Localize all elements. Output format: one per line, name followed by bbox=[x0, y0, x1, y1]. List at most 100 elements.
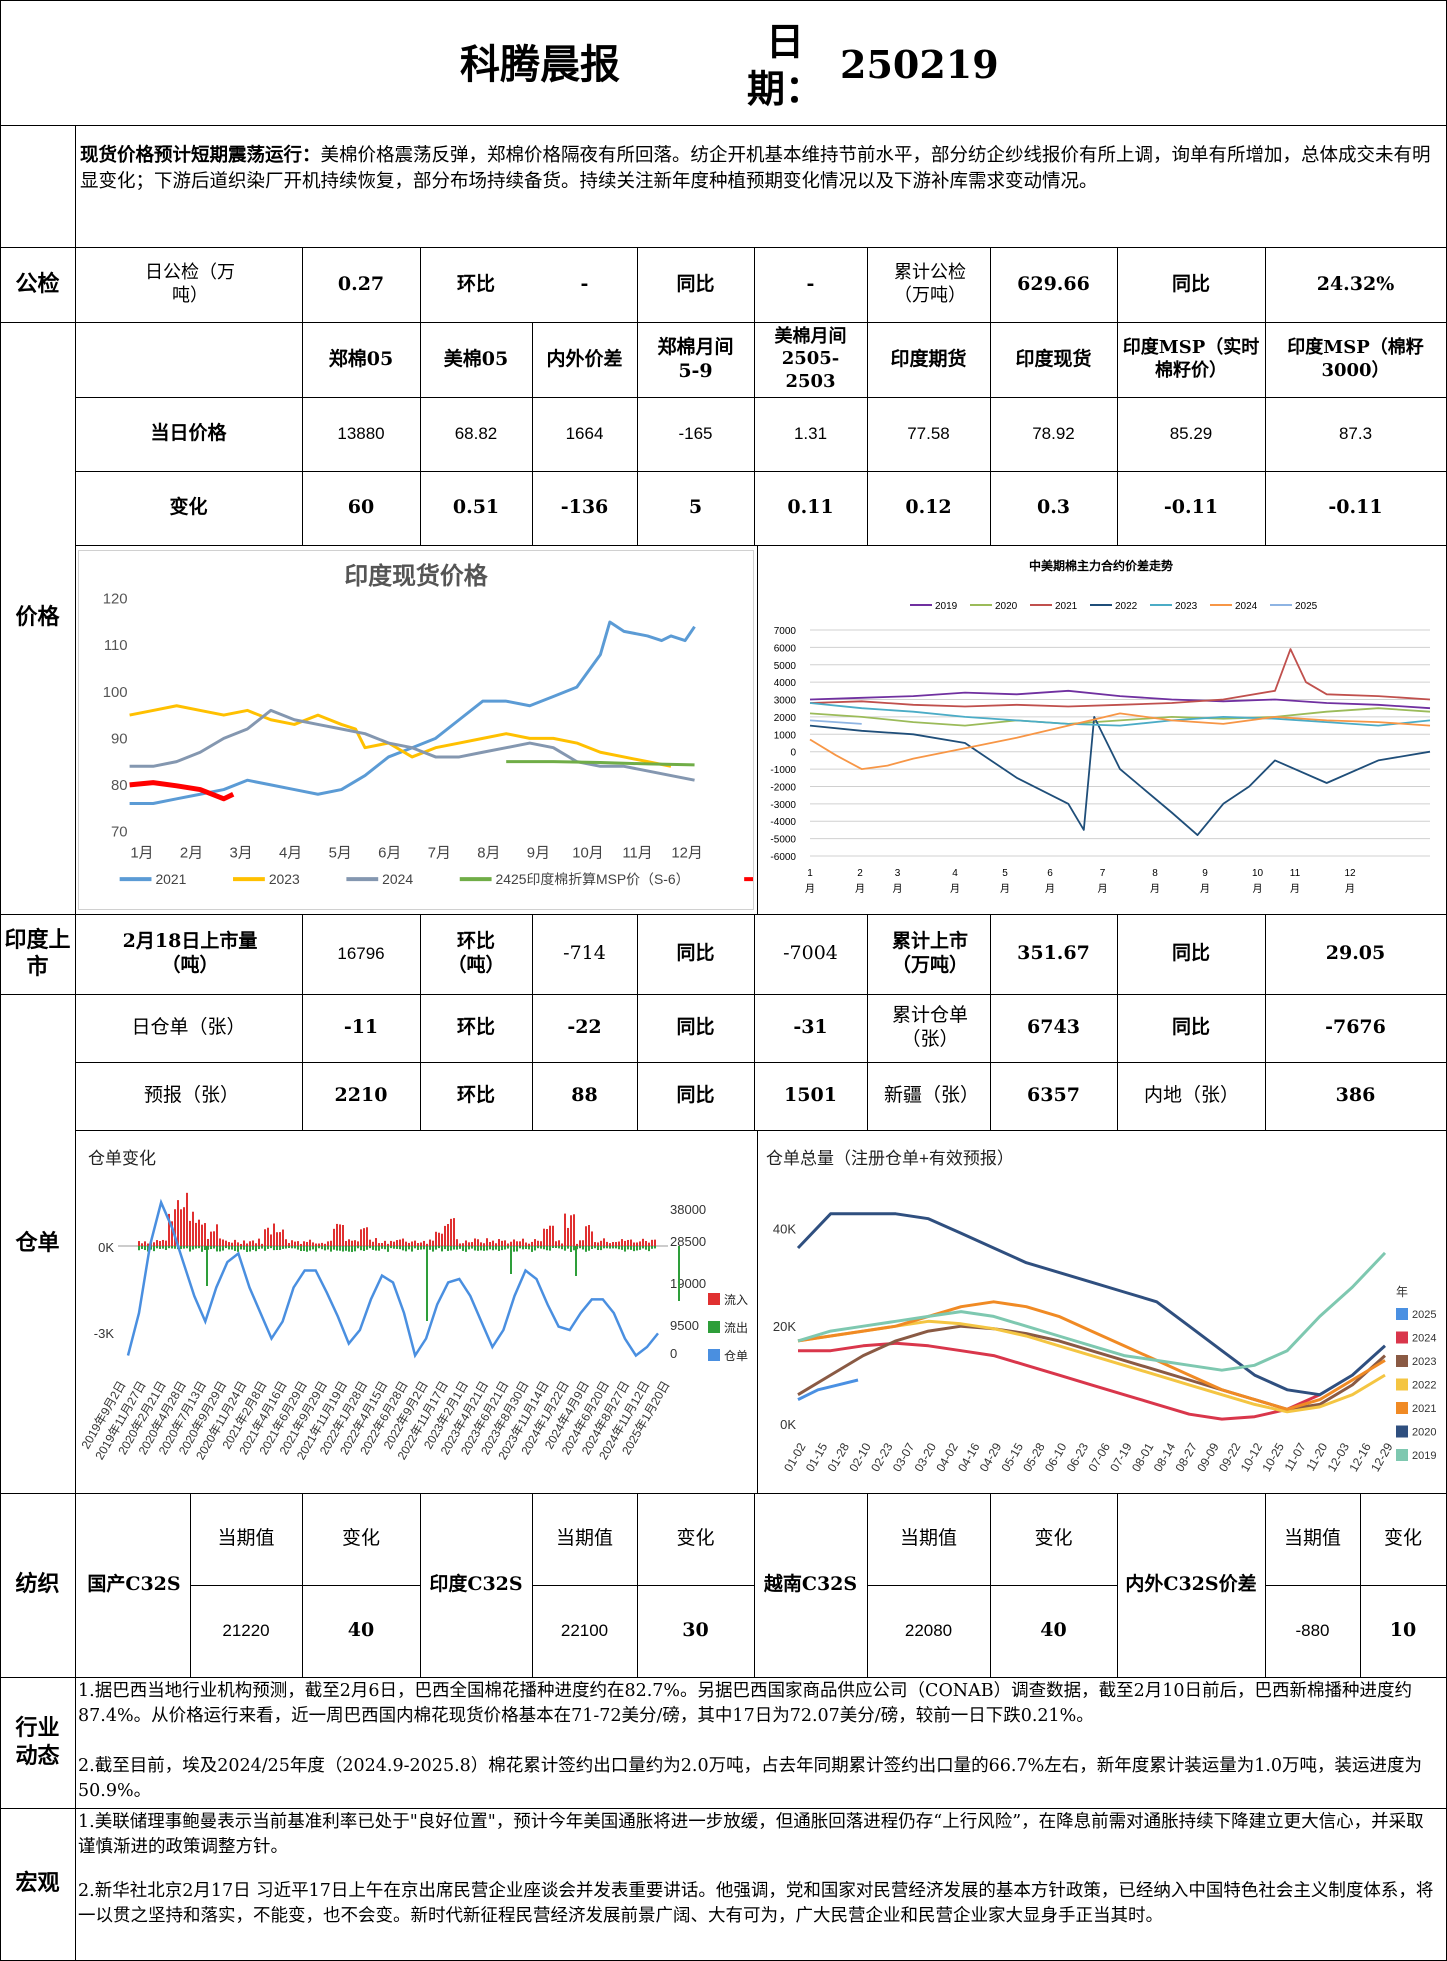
series-line-2425印度棉折算MSP价（S-6） bbox=[506, 760, 695, 767]
inspection-mom-label: 环比 bbox=[456, 272, 495, 295]
outflow-bar bbox=[447, 1246, 449, 1251]
outflow-bar bbox=[321, 1246, 323, 1250]
india-market-yoy-label: 同比 bbox=[676, 942, 715, 965]
inflow-bar bbox=[327, 1241, 329, 1246]
warehouse-yoy-label: 同比 bbox=[676, 1016, 715, 1039]
outflow-bar bbox=[477, 1246, 479, 1251]
inflow-bar bbox=[567, 1227, 569, 1246]
outflow-bar bbox=[372, 1246, 374, 1250]
inflow-bar bbox=[276, 1232, 278, 1246]
series-line-2021 bbox=[797, 1300, 1386, 1411]
x-tick-unit: 月 bbox=[1200, 883, 1210, 895]
y-tick-label: 110 bbox=[104, 638, 128, 654]
yarn-vietnam-cur-label: 当期值 bbox=[899, 1527, 957, 1550]
inflow-bar bbox=[501, 1240, 503, 1246]
yarn-india-name: 印度C32S bbox=[429, 1573, 523, 1596]
outflow-bar bbox=[246, 1246, 248, 1252]
price-today-msp-3000: 87.3 bbox=[1338, 424, 1373, 444]
inflow-bar bbox=[465, 1240, 467, 1246]
warehouse-total-chart: 仓单总量（注册仓单+有效预报） 40K 20K 0K 01-02 01-15 01-28 02… bbox=[760, 1134, 1442, 1490]
outflow-bar bbox=[192, 1246, 194, 1250]
right-tick-label: 0 bbox=[670, 1346, 677, 1361]
yarn-domestic-value: 21220 bbox=[222, 1621, 270, 1641]
summary-text: 美棉价格震荡反弹，郑棉价格隔夜有所回落。纺企开机基本维持节前水平，部分纺企纱线报… bbox=[80, 145, 1431, 193]
inflow-bar bbox=[543, 1228, 545, 1246]
outflow-bar bbox=[591, 1246, 593, 1249]
border-top bbox=[0, 0, 1447, 1]
inflow-bar bbox=[165, 1240, 167, 1246]
y-tick-label: 2000 bbox=[774, 713, 797, 724]
legend-swatch-2021 bbox=[1396, 1402, 1408, 1414]
x-tick-unit: 月 bbox=[1345, 883, 1355, 895]
date-label: 日期： bbox=[746, 18, 823, 112]
inflow-bar bbox=[621, 1239, 623, 1246]
outflow-bar bbox=[276, 1246, 278, 1250]
inflow-bar bbox=[498, 1239, 500, 1246]
price-change-us05: 0.51 bbox=[452, 496, 500, 519]
macro-news-2: 2.新华社北京2月17日 习近平17日上午在京出席民营企业座谈会并发表重要讲话。… bbox=[78, 1881, 1434, 1926]
outflow-bar bbox=[330, 1246, 332, 1252]
yarn-india-value: 22100 bbox=[560, 1621, 609, 1641]
inflow-bar bbox=[192, 1211, 194, 1246]
outflow-bar bbox=[189, 1246, 191, 1252]
outflow-bar bbox=[345, 1246, 347, 1251]
inflow-bar bbox=[261, 1243, 263, 1246]
outflow-bar bbox=[501, 1246, 503, 1251]
yarn-spread-chg-label: 变化 bbox=[1383, 1527, 1422, 1550]
inflow-bar bbox=[429, 1239, 431, 1246]
inflow-bar bbox=[444, 1225, 446, 1246]
inflow-bar bbox=[285, 1239, 287, 1246]
inflow-bar bbox=[375, 1238, 377, 1246]
outflow-bar bbox=[231, 1246, 233, 1250]
border-left bbox=[0, 0, 1, 1961]
outflow-bar bbox=[318, 1246, 320, 1249]
category-industry: 行业动态 bbox=[15, 1715, 60, 1769]
y-tick-label: 4000 bbox=[774, 678, 797, 689]
x-tick-label: 4 bbox=[952, 868, 958, 879]
inflow-bar bbox=[549, 1225, 551, 1246]
warehouse-daily-label: 日仓单（张） bbox=[131, 1016, 246, 1039]
outflow-bar bbox=[375, 1246, 377, 1251]
outflow-bar bbox=[405, 1246, 407, 1252]
outflow-bar bbox=[198, 1246, 200, 1249]
outflow-bar bbox=[575, 1246, 577, 1276]
inflow-bar bbox=[654, 1239, 656, 1246]
yarn-domestic-change: 40 bbox=[347, 1619, 375, 1642]
outflow-bar bbox=[186, 1246, 188, 1249]
inflow-bar bbox=[534, 1239, 536, 1246]
legend-label-2023: 2023 bbox=[269, 871, 300, 887]
inflow-bar bbox=[183, 1207, 185, 1246]
inflow-bar bbox=[555, 1241, 557, 1246]
inflow-bar bbox=[507, 1243, 509, 1246]
outflow-bar bbox=[270, 1246, 272, 1249]
inflow-bar bbox=[171, 1221, 173, 1246]
inflow-bar bbox=[411, 1241, 413, 1246]
outflow-bar bbox=[504, 1246, 506, 1250]
price-change-msp-realtime: -0.11 bbox=[1163, 496, 1219, 519]
price-change-zheng05: 60 bbox=[347, 496, 375, 519]
x-tick-unit: 月 bbox=[855, 883, 865, 895]
outflow-bar bbox=[219, 1246, 221, 1252]
x-tick-unit: 月 bbox=[1098, 883, 1108, 895]
inflow-bar bbox=[594, 1242, 596, 1246]
legend-label-2022: 2022 bbox=[1115, 601, 1138, 612]
inflow-bar bbox=[177, 1200, 179, 1246]
yarn-vietnam-change: 40 bbox=[1040, 1619, 1067, 1642]
inflow-bar bbox=[399, 1239, 401, 1246]
outflow-bar bbox=[210, 1246, 212, 1250]
price-today-us05: 68.82 bbox=[454, 424, 498, 444]
outflow-bar bbox=[528, 1246, 530, 1250]
outflow-bar bbox=[555, 1246, 557, 1249]
legend-label-2023: 2023 bbox=[1412, 1356, 1436, 1368]
yarn-india-cur-label: 当期值 bbox=[555, 1527, 613, 1550]
inflow-bar bbox=[627, 1239, 629, 1246]
x-tick-unit: 月 bbox=[1150, 883, 1160, 895]
inspection-cum-label: 累计公检（万吨） bbox=[894, 262, 966, 306]
inflow-bar bbox=[156, 1240, 158, 1246]
india-market-cum-value: 351.67 bbox=[1017, 942, 1090, 965]
india-spot-price-chart: 印度现货价格 70 80 90 100 110 120 1月 2月 3月 4月 5月 6月 7月 8月 9月 1… bbox=[78, 550, 754, 910]
legend-swatch-2022 bbox=[1396, 1378, 1408, 1391]
outflow-bar bbox=[228, 1246, 230, 1250]
y-tick-label: 40K bbox=[773, 1221, 796, 1236]
inflow-bar bbox=[495, 1243, 497, 1246]
